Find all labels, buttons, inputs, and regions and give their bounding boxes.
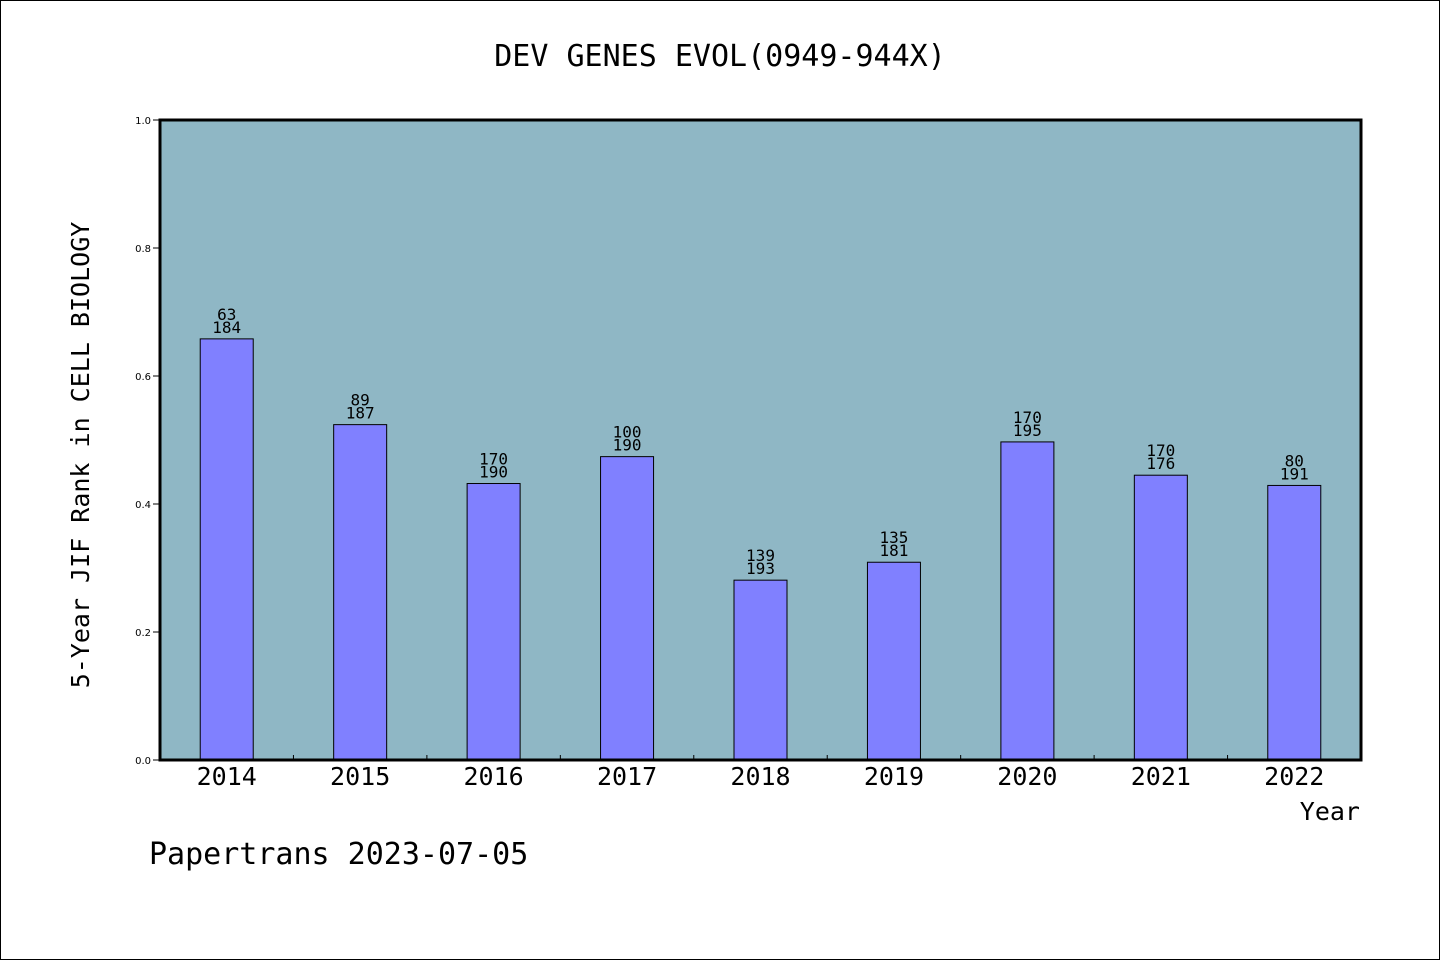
y-axis-label: 5-Year JIF Rank in CELL BIOLOGY	[66, 222, 95, 689]
x-tick-label-2020: 2020	[997, 762, 1057, 791]
bar-rank-label-2016: 170	[479, 450, 508, 469]
bar-total-label-2022: 191	[1280, 464, 1309, 483]
bar-rank-label-2020: 170	[1013, 408, 1042, 427]
bar-rank-label-2019: 135	[879, 528, 908, 547]
bar-2016	[466, 483, 521, 761]
bars-group: 6318489187170190100190139193135181170195…	[199, 305, 1322, 761]
bar-total-label-2014: 184	[212, 318, 241, 337]
bar-total-label-2017: 190	[613, 436, 642, 455]
y-tick-label: 0.8	[135, 244, 151, 255]
x-tick-label-2021: 2021	[1131, 762, 1191, 791]
bar-rank-label-2014: 63	[217, 305, 236, 324]
x-tick-label-2014: 2014	[197, 762, 257, 791]
y-tick-label: 1.0	[135, 116, 151, 127]
bar-2019	[866, 561, 921, 761]
x-tick-label-2019: 2019	[864, 762, 924, 791]
x-tick-label-2022: 2022	[1264, 762, 1324, 791]
chart-title: DEV GENES EVOL(0949-944X)	[494, 39, 946, 74]
bar-2014	[199, 338, 254, 761]
bar-total-label-2019: 181	[879, 541, 908, 560]
x-tick-label-2016: 2016	[464, 762, 524, 791]
y-axis: 0.0 0.2 0.4 0.6 0.8 1.0	[135, 116, 160, 767]
bar-total-label-2020: 195	[1013, 421, 1042, 440]
bar-2020	[1000, 441, 1055, 761]
x-axis: 2014 2015 2016 2017 2018 2019 2020 2021 2022	[197, 755, 1324, 791]
x-axis-label: Year	[1300, 797, 1360, 826]
bar-2021	[1133, 474, 1188, 761]
footer-text: Papertrans 2023-07-05	[149, 837, 528, 872]
y-tick-label: 0.0	[135, 756, 151, 767]
bar-2018	[733, 579, 788, 761]
bar-2015	[333, 424, 388, 761]
x-tick-label-2015: 2015	[330, 762, 390, 791]
bar-rank-label-2015: 89	[351, 391, 370, 410]
bar-total-label-2016: 190	[479, 463, 508, 482]
y-tick-label: 0.4	[135, 500, 151, 511]
y-tick-label: 0.2	[135, 628, 151, 639]
bar-total-label-2015: 187	[346, 404, 375, 423]
bar-rank-label-2022: 80	[1285, 451, 1304, 470]
plot-border	[158, 118, 1363, 762]
y-tick-label: 0.6	[135, 372, 151, 383]
bar-total-label-2021: 176	[1146, 454, 1175, 473]
x-tick-label-2017: 2017	[597, 762, 657, 791]
bar-rank-label-2017: 100	[613, 423, 642, 442]
bar-2017	[600, 456, 655, 761]
x-tick-label-2018: 2018	[730, 762, 790, 791]
bar-total-label-2018: 193	[746, 559, 775, 578]
bar-2022	[1267, 484, 1322, 761]
bar-rank-label-2018: 139	[746, 546, 775, 565]
bar-rank-label-2021: 170	[1146, 441, 1175, 460]
